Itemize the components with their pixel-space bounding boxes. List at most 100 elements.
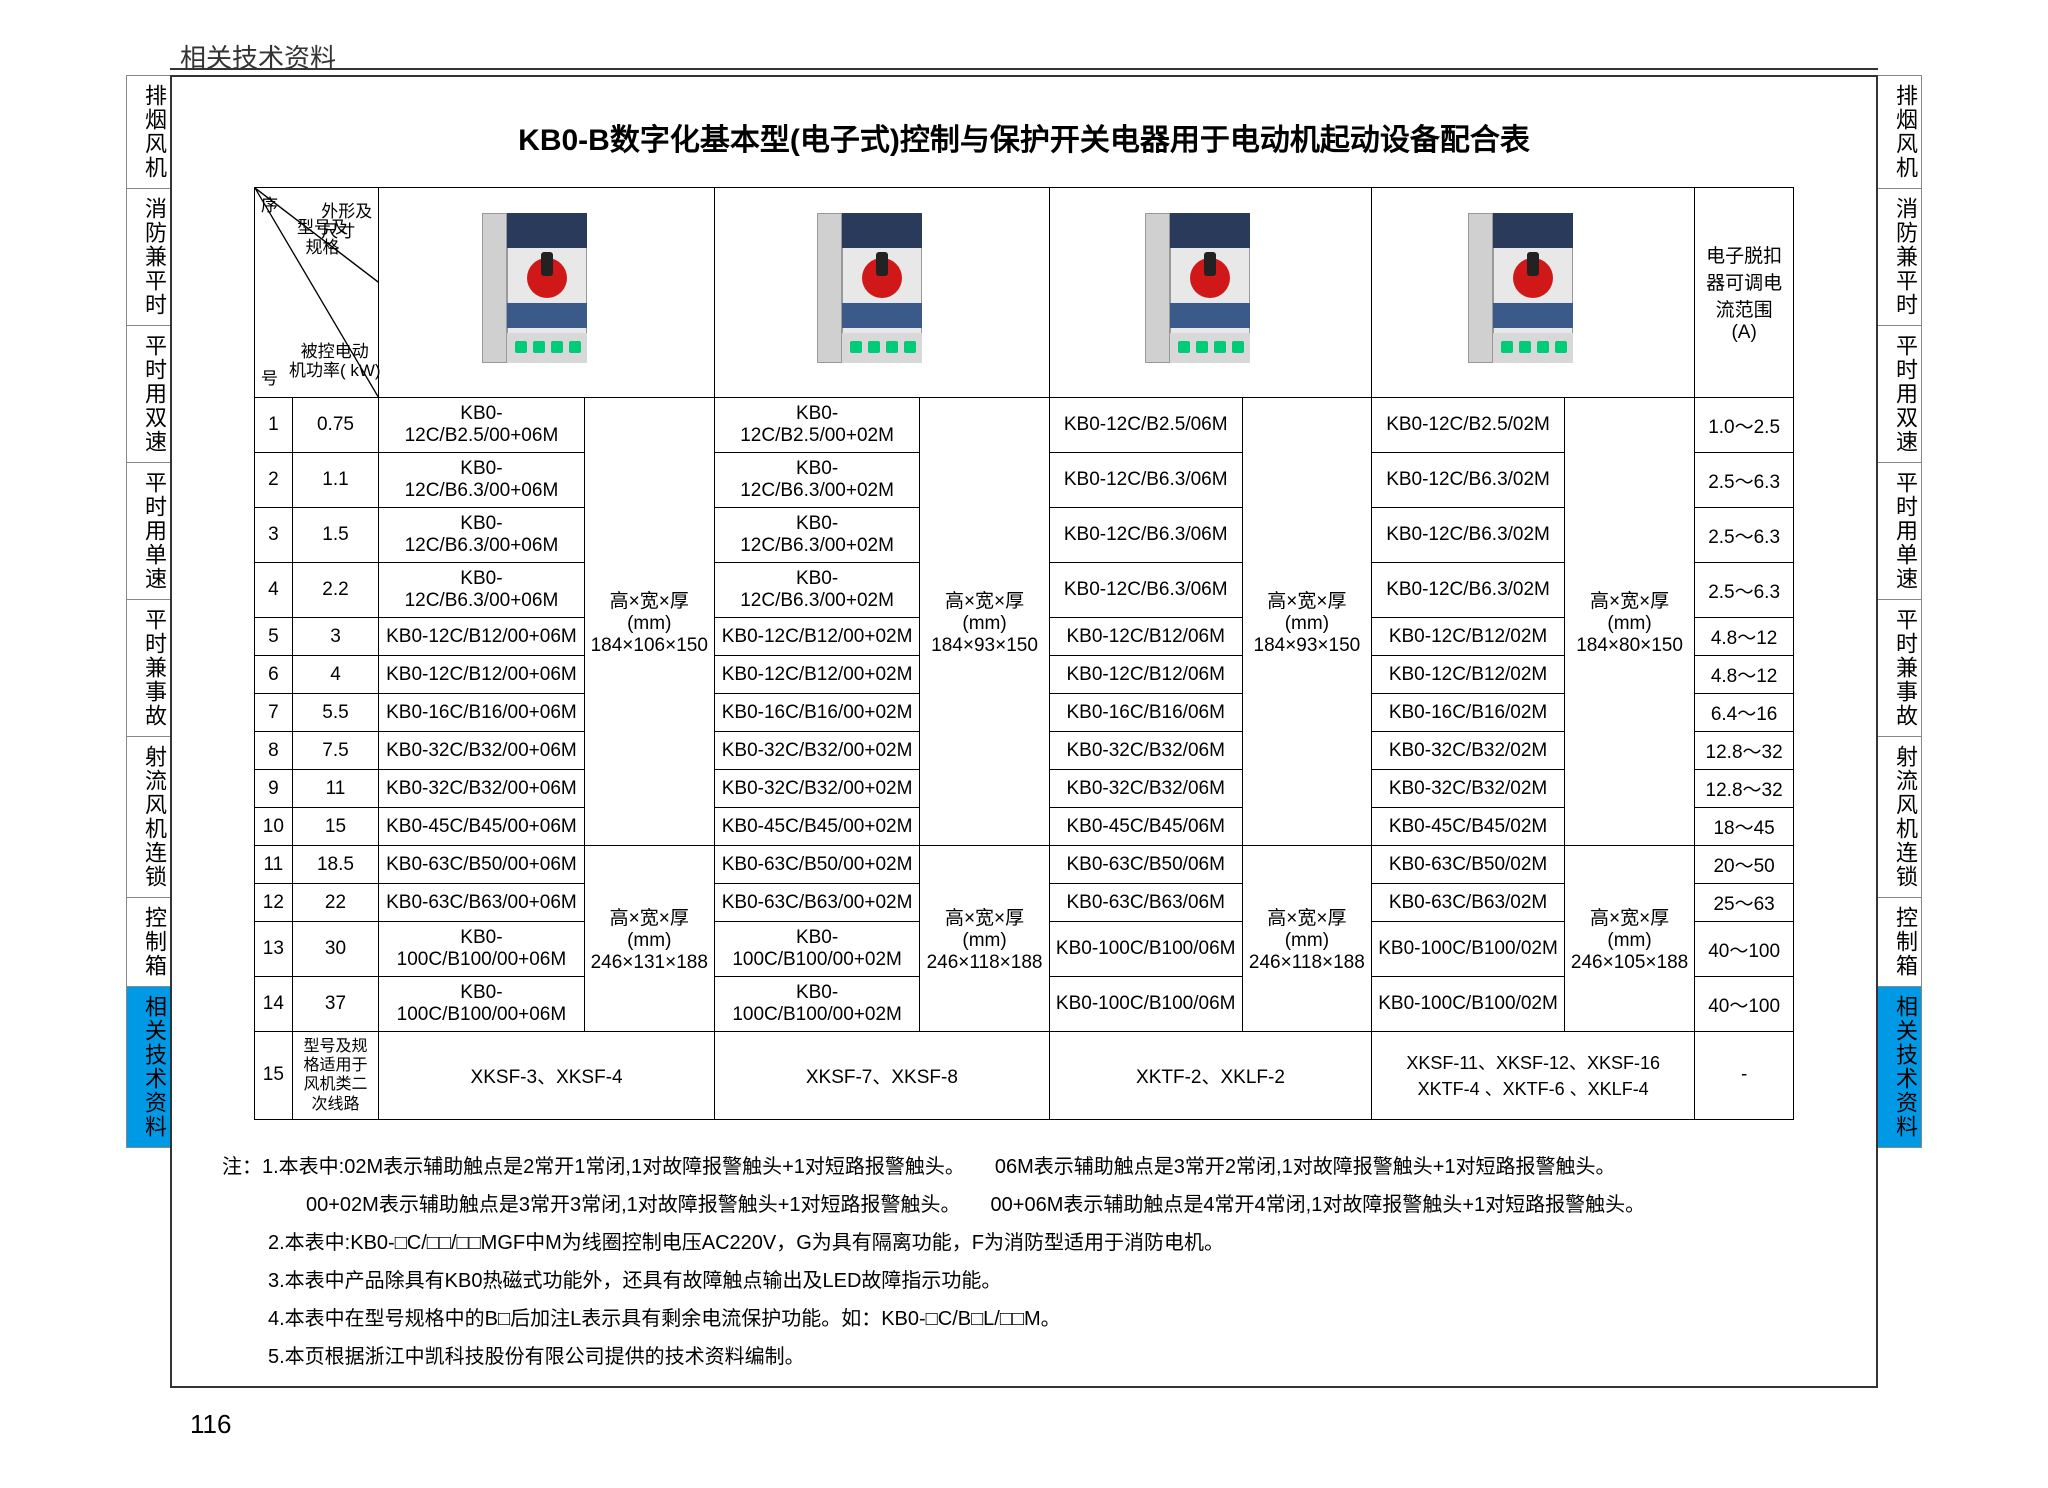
- device-image-cell: [379, 188, 715, 398]
- kw-cell: 3: [292, 618, 379, 656]
- model-cell: KB0-32C/B32/02M: [1372, 770, 1565, 808]
- table-row: 15型号及规格适用于风机类二次线路XKSF-3、XKSF-4XKSF-7、XKS…: [255, 1032, 1794, 1120]
- range-cell: 12.8～32: [1695, 770, 1794, 808]
- sidebar-tab[interactable]: 消防兼平时: [1878, 188, 1922, 325]
- sidebar-tab[interactable]: 平时用双速: [1878, 325, 1922, 462]
- seq-cell: 8: [255, 732, 293, 770]
- note-line: 00+02M表示辅助触点是3常开3常闭,1对故障报警触头+1对短路报警触头。 0…: [286, 1186, 1826, 1224]
- range-cell: 4.8～12: [1695, 656, 1794, 694]
- model-cell: KB0-63C/B63/00+02M: [714, 884, 919, 922]
- kw-cell: 22: [292, 884, 379, 922]
- sidebar-tab[interactable]: 射流风机连锁: [126, 736, 170, 897]
- kw-cell: 1.5: [292, 508, 379, 563]
- model-cell: KB0-16C/B16/00+06M: [379, 694, 584, 732]
- seq-cell: 2: [255, 453, 293, 508]
- sidebar-tab[interactable]: 平时兼事故: [1878, 599, 1922, 736]
- model-cell: KB0-32C/B32/06M: [1049, 732, 1242, 770]
- model-cell: KB0-45C/B45/02M: [1372, 808, 1565, 846]
- model-cell: KB0-12C/B6.3/00+06M: [379, 453, 584, 508]
- model-cell: KB0-100C/B100/00+06M: [379, 977, 584, 1032]
- model-cell: KB0-12C/B12/06M: [1049, 656, 1242, 694]
- model-cell: KB0-100C/B100/00+06M: [379, 922, 584, 977]
- device-icon: [1145, 203, 1275, 383]
- dim-cell: 高×宽×厚 (mm) 184×80×150: [1564, 398, 1694, 846]
- dim-cell: 高×宽×厚 (mm) 184×93×150: [1242, 398, 1372, 846]
- model-cell: KB0-63C/B50/06M: [1049, 846, 1242, 884]
- model-cell: KB0-12C/B6.3/06M: [1049, 508, 1242, 563]
- row15-cell: XKSF-11、XKSF-12、XKSF-16 XKTF-4 、XKTF-6 、…: [1372, 1032, 1695, 1120]
- corner-header: 序 号 型号及 规格 外形及 尺寸 被控电动 机功率( kW): [255, 188, 379, 398]
- side-tabs-left: 排烟风机消防兼平时平时用双速平时用单速平时兼事故射流风机连锁控制箱相关技术资料: [126, 75, 170, 1148]
- device-image-cell: [714, 188, 1049, 398]
- table-row: 10.75KB0-12C/B2.5/00+06M高×宽×厚 (mm) 184×1…: [255, 398, 1794, 453]
- range-cell: 2.5～6.3: [1695, 453, 1794, 508]
- model-cell: KB0-100C/B100/00+02M: [714, 922, 919, 977]
- model-cell: KB0-63C/B50/02M: [1372, 846, 1565, 884]
- row15-cell: XKSF-7、XKSF-8: [714, 1032, 1049, 1120]
- range-header: 电子脱扣器可调电流范围(A): [1695, 188, 1794, 398]
- range-cell: 2.5～6.3: [1695, 508, 1794, 563]
- kw-cell: 18.5: [292, 846, 379, 884]
- model-cell: KB0-16C/B16/02M: [1372, 694, 1565, 732]
- seq-cell: 14: [255, 977, 293, 1032]
- range-cell: 12.8～32: [1695, 732, 1794, 770]
- model-cell: KB0-12C/B6.3/02M: [1372, 508, 1565, 563]
- range-cell: 6.4～16: [1695, 694, 1794, 732]
- header-rule: [170, 68, 1878, 70]
- device-icon: [1468, 203, 1598, 383]
- sidebar-tab[interactable]: 射流风机连锁: [1878, 736, 1922, 897]
- sidebar-tab[interactable]: 相关技术资料: [126, 986, 170, 1148]
- page-number: 116: [190, 1409, 231, 1440]
- sidebar-tab[interactable]: 平时用单速: [126, 462, 170, 599]
- model-cell: KB0-12C/B12/00+02M: [714, 656, 919, 694]
- kw-cell: 4: [292, 656, 379, 694]
- model-cell: KB0-12C/B12/00+06M: [379, 656, 584, 694]
- seq-cell: 11: [255, 846, 293, 884]
- seq-cell: 5: [255, 618, 293, 656]
- seq-cell: 12: [255, 884, 293, 922]
- model-cell: KB0-12C/B6.3/00+06M: [379, 508, 584, 563]
- seq-cell: 6: [255, 656, 293, 694]
- row15-cell: -: [1695, 1032, 1794, 1120]
- model-cell: KB0-32C/B32/00+02M: [714, 770, 919, 808]
- seq-cell: 7: [255, 694, 293, 732]
- sidebar-tab[interactable]: 相关技术资料: [1878, 986, 1922, 1148]
- model-cell: KB0-12C/B6.3/02M: [1372, 563, 1565, 618]
- table-title: KB0-B数字化基本型(电子式)控制与保护开关电器用于电动机起动设备配合表: [212, 115, 1836, 159]
- seq-cell: 15: [255, 1032, 293, 1120]
- seq-cell: 10: [255, 808, 293, 846]
- sidebar-tab[interactable]: 排烟风机: [126, 75, 170, 188]
- content-area: KB0-B数字化基本型(电子式)控制与保护开关电器用于电动机起动设备配合表 序 …: [212, 97, 1836, 1366]
- kw-cell: 7.5: [292, 732, 379, 770]
- model-cell: KB0-12C/B2.5/02M: [1372, 398, 1565, 453]
- sidebar-tab[interactable]: 平时用单速: [1878, 462, 1922, 599]
- model-cell: KB0-63C/B63/00+06M: [379, 884, 584, 922]
- kw-cell: 11: [292, 770, 379, 808]
- sidebar-tab[interactable]: 平时兼事故: [126, 599, 170, 736]
- kw-cell: 5.5: [292, 694, 379, 732]
- sidebar-tab[interactable]: 控制箱: [1878, 897, 1922, 986]
- sidebar-tab[interactable]: 排烟风机: [1878, 75, 1922, 188]
- sidebar-tab[interactable]: 消防兼平时: [126, 188, 170, 325]
- note-line: 4.本表中在型号规格中的B□后加注L表示具有剩余电流保护功能。如：KB0-□C/…: [268, 1300, 1826, 1338]
- model-cell: KB0-12C/B12/00+02M: [714, 618, 919, 656]
- dim-cell: 高×宽×厚 (mm) 246×105×188: [1564, 846, 1694, 1032]
- model-cell: KB0-100C/B100/06M: [1049, 977, 1242, 1032]
- model-cell: KB0-32C/B32/02M: [1372, 732, 1565, 770]
- model-cell: KB0-32C/B32/00+02M: [714, 732, 919, 770]
- range-cell: 1.0～2.5: [1695, 398, 1794, 453]
- model-cell: KB0-32C/B32/06M: [1049, 770, 1242, 808]
- model-cell: KB0-12C/B6.3/00+06M: [379, 563, 584, 618]
- model-cell: KB0-16C/B16/06M: [1049, 694, 1242, 732]
- sidebar-tab[interactable]: 控制箱: [126, 897, 170, 986]
- device-image-cell: [1372, 188, 1695, 398]
- range-cell: 18～45: [1695, 808, 1794, 846]
- sidebar-tab[interactable]: 平时用双速: [126, 325, 170, 462]
- model-cell: KB0-63C/B63/06M: [1049, 884, 1242, 922]
- model-cell: KB0-12C/B12/06M: [1049, 618, 1242, 656]
- note-line: 5.本页根据浙江中凯科技股份有限公司提供的技术资料编制。: [268, 1338, 1826, 1376]
- dim-cell: 高×宽×厚 (mm) 184×106×150: [584, 398, 714, 846]
- dim-cell: 高×宽×厚 (mm) 246×131×188: [584, 846, 714, 1032]
- model-cell: KB0-12C/B2.5/00+06M: [379, 398, 584, 453]
- note-line: 注：1.本表中:02M表示辅助触点是2常开1常闭,1对故障报警触头+1对短路报警…: [222, 1148, 1826, 1186]
